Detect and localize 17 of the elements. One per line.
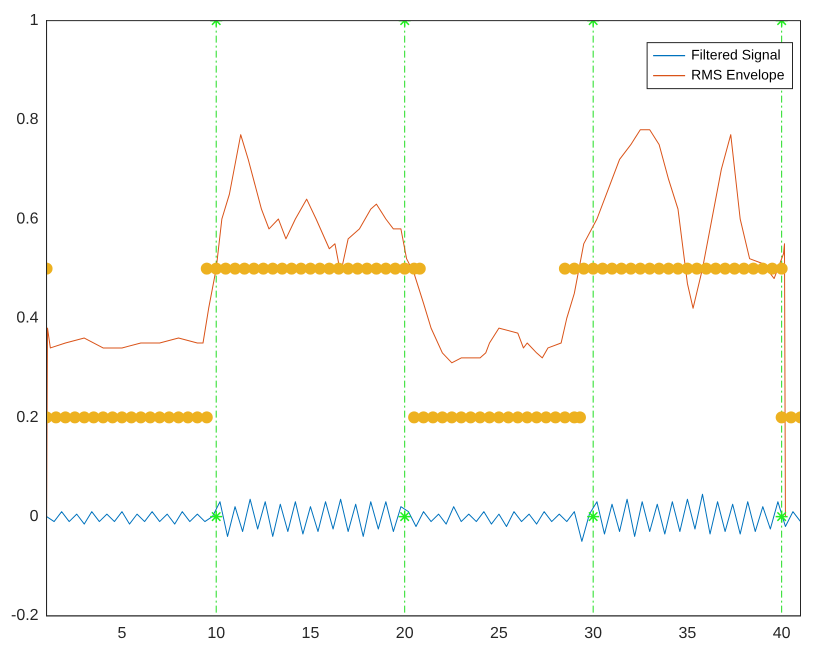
x-tick-label: 30 [584,624,602,642]
y-tick-label: 0.2 [16,408,39,426]
y-tick-label: 0 [30,508,39,526]
y-tick-label: 0.4 [16,310,39,327]
legend-label: Filtered Signal [691,46,781,62]
x-tick-label: 5 [118,624,127,642]
x-tick-label: 15 [302,624,320,642]
legend-label: RMS Envelope [691,66,785,82]
x-tick-label: 10 [207,624,226,642]
y-tick-label: -0.2 [10,607,39,624]
y-tick-label: 0.8 [16,111,39,128]
x-tick-label: 40 [772,624,791,642]
y-tick-label: 0.6 [16,210,39,228]
x-tick-label: 25 [490,624,508,642]
x-tick-label: 20 [396,624,414,642]
y-tick-label: 1 [30,12,39,30]
x-tick-label: 35 [678,624,696,642]
